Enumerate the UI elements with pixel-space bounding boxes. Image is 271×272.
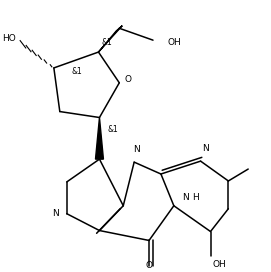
Text: O: O xyxy=(146,261,153,270)
Polygon shape xyxy=(95,118,104,159)
Text: HO: HO xyxy=(2,34,16,43)
Text: N: N xyxy=(182,193,189,202)
Text: OH: OH xyxy=(212,260,226,269)
Text: N: N xyxy=(133,145,140,154)
Text: OH: OH xyxy=(168,38,182,47)
Text: &1: &1 xyxy=(72,67,82,76)
Text: &1: &1 xyxy=(101,38,112,47)
Text: H: H xyxy=(192,193,198,202)
Polygon shape xyxy=(98,26,122,52)
Text: &1: &1 xyxy=(107,125,118,134)
Text: N: N xyxy=(203,144,209,153)
Text: O: O xyxy=(124,75,131,84)
Text: N: N xyxy=(52,209,59,218)
